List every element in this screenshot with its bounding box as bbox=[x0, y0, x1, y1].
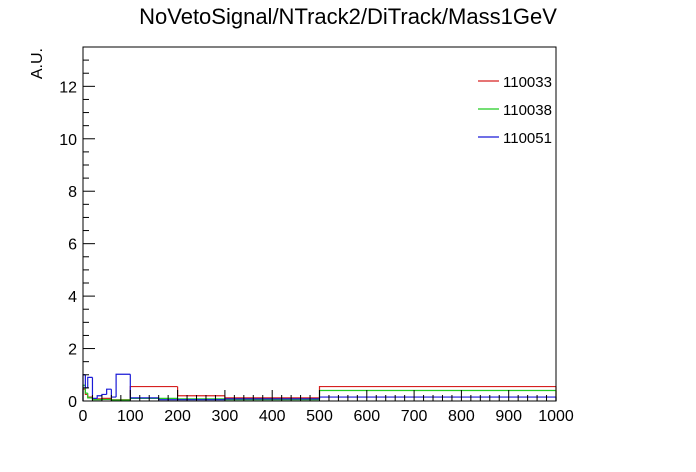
histogram-bin bbox=[91, 377, 98, 399]
histogram-bin bbox=[177, 398, 225, 400]
legend: 110033 110038 110051 bbox=[478, 74, 552, 147]
histogram-bin bbox=[87, 394, 93, 398]
x-tick-label: 400 bbox=[259, 408, 286, 425]
histogram-bin bbox=[101, 397, 112, 399]
y-tick-label: 0 bbox=[68, 394, 77, 411]
histogram-bin bbox=[318, 396, 556, 399]
x-tick-label: 600 bbox=[353, 408, 380, 425]
histogram-bin bbox=[115, 373, 131, 398]
y-axis-label: A.U. bbox=[29, 48, 46, 79]
x-tick-label: 500 bbox=[306, 408, 333, 425]
x-tick-label: 300 bbox=[212, 408, 239, 425]
plot-frame bbox=[82, 46, 557, 402]
legend-entry: 110033 bbox=[503, 74, 552, 91]
histogram-bin bbox=[106, 388, 112, 395]
x-tick-label: 200 bbox=[164, 408, 191, 425]
histogram-bin bbox=[318, 389, 556, 400]
histogram-bin bbox=[87, 376, 93, 388]
legend-entry: 110038 bbox=[503, 102, 552, 119]
histogram-bin bbox=[110, 389, 117, 398]
histogram-bin bbox=[177, 386, 225, 397]
x-tick-label: 900 bbox=[495, 408, 522, 425]
y-tick-label: 8 bbox=[68, 184, 77, 201]
y-tick-label: 12 bbox=[59, 79, 77, 96]
histogram-bin bbox=[101, 393, 107, 396]
chart-title: NoVetoSignal/NTrack2/DiTrack/Mass1GeV bbox=[139, 4, 557, 29]
y-tick-label: 4 bbox=[68, 289, 77, 306]
x-tick-label: 0 bbox=[79, 408, 88, 425]
y-tick-label: 6 bbox=[68, 237, 77, 254]
x-tick-label: 100 bbox=[117, 408, 144, 425]
histogram-bin bbox=[87, 393, 93, 399]
x-tick-label: 700 bbox=[401, 408, 428, 425]
x-tick-label: 1000 bbox=[538, 408, 574, 425]
legend-entry: 110051 bbox=[503, 130, 552, 147]
y-tick-label: 2 bbox=[68, 342, 77, 359]
y-tick-label: 10 bbox=[59, 132, 77, 149]
histogram-bin bbox=[318, 385, 556, 398]
x-tick-label: 800 bbox=[448, 408, 475, 425]
histogram-bin bbox=[96, 395, 102, 399]
